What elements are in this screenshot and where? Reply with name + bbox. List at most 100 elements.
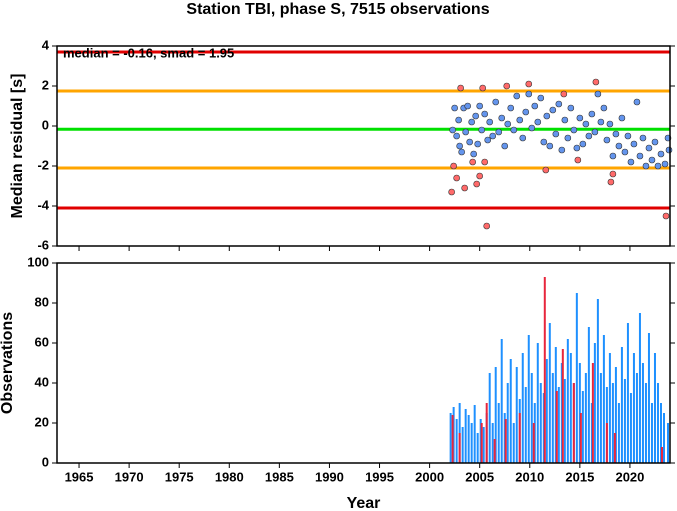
- bar: [494, 367, 497, 463]
- bar: [473, 405, 476, 463]
- bar: [561, 349, 564, 463]
- data-point: [501, 142, 509, 150]
- bar: [660, 447, 663, 463]
- data-point: [612, 130, 620, 138]
- bar: [542, 393, 545, 463]
- data-point: [636, 152, 644, 160]
- x-tick-label: 1965: [65, 469, 94, 484]
- x-tick-label: 1990: [315, 469, 344, 484]
- data-point: [621, 148, 629, 156]
- bar: [497, 403, 500, 463]
- data-point: [450, 162, 457, 170]
- data-point: [576, 114, 584, 122]
- bar: [626, 323, 629, 463]
- data-point: [489, 132, 497, 140]
- data-point: [648, 156, 656, 164]
- data-point: [624, 132, 632, 140]
- data-point: [472, 112, 479, 120]
- bar: [605, 423, 608, 463]
- data-point: [594, 90, 602, 98]
- data-point: [555, 100, 563, 108]
- data-point: [464, 102, 471, 110]
- y-tick-label: 0: [42, 454, 49, 469]
- data-point: [503, 82, 511, 90]
- bar: [659, 403, 662, 463]
- data-point: [528, 124, 536, 132]
- data-point: [510, 126, 518, 134]
- data-point: [468, 118, 475, 126]
- bar: [563, 379, 566, 463]
- bar: [449, 413, 452, 463]
- bar: [662, 413, 665, 463]
- bar: [548, 323, 551, 463]
- data-point: [542, 166, 550, 174]
- data-point: [513, 92, 521, 100]
- bar: [530, 373, 533, 463]
- data-point: [495, 128, 503, 136]
- annotation: median = -0.16, smad = 1.95: [63, 45, 234, 60]
- data-point: [588, 110, 596, 118]
- data-point: [457, 84, 464, 92]
- data-point: [591, 128, 599, 136]
- data-point: [579, 140, 587, 148]
- data-point: [519, 134, 527, 142]
- bar: [532, 423, 535, 463]
- data-point: [615, 142, 623, 150]
- x-axis-label: Year: [347, 495, 381, 511]
- data-point: [606, 120, 614, 128]
- bar: [480, 423, 483, 463]
- bar: [485, 403, 488, 463]
- bar: [555, 391, 558, 463]
- data-point: [473, 180, 480, 188]
- bar: [521, 353, 524, 463]
- bar: [653, 353, 656, 463]
- x-tick-label: 2020: [615, 469, 644, 484]
- x-tick-label: 1980: [215, 469, 244, 484]
- data-point: [448, 188, 455, 196]
- bar: [572, 383, 575, 463]
- data-point: [478, 126, 485, 134]
- bar: [608, 353, 611, 463]
- bar: [647, 333, 650, 463]
- bar: [533, 403, 536, 463]
- data-point: [453, 132, 460, 140]
- bar: [590, 403, 593, 463]
- y-tick-label: 60: [35, 334, 49, 349]
- bar: [587, 327, 590, 463]
- data-point: [476, 172, 483, 180]
- bar: [493, 439, 496, 463]
- data-point: [573, 144, 581, 152]
- chart-title: Station TBI, phase S, 7515 observations: [186, 1, 489, 18]
- y-tick-label: 20: [35, 414, 49, 429]
- bar: [560, 363, 563, 463]
- bar: [479, 419, 482, 463]
- data-point: [507, 104, 515, 112]
- data-point: [486, 118, 494, 126]
- y-axis-label: Observations: [0, 312, 16, 414]
- data-point: [645, 144, 653, 152]
- plot-frame: [56, 45, 671, 247]
- bar: [524, 387, 527, 463]
- plot-frame: [56, 262, 671, 464]
- y-tick-label: 100: [27, 254, 49, 269]
- data-point: [476, 102, 483, 110]
- data-point: [484, 136, 492, 144]
- bar: [467, 415, 470, 463]
- bar: [488, 373, 491, 463]
- bar: [613, 433, 616, 463]
- bar: [470, 423, 473, 463]
- data-point: [609, 170, 617, 178]
- x-tick-label: 1985: [265, 469, 294, 484]
- data-point: [453, 174, 460, 182]
- data-point: [525, 80, 533, 88]
- data-point: [657, 150, 665, 158]
- y-tick-label: 40: [35, 374, 49, 389]
- data-point: [603, 136, 611, 144]
- x-tick-label: 2010: [515, 469, 544, 484]
- data-point: [481, 158, 488, 166]
- data-point: [537, 94, 545, 102]
- bar: [638, 313, 641, 463]
- data-point: [567, 104, 575, 112]
- bar: [500, 339, 503, 463]
- bar: [575, 293, 578, 463]
